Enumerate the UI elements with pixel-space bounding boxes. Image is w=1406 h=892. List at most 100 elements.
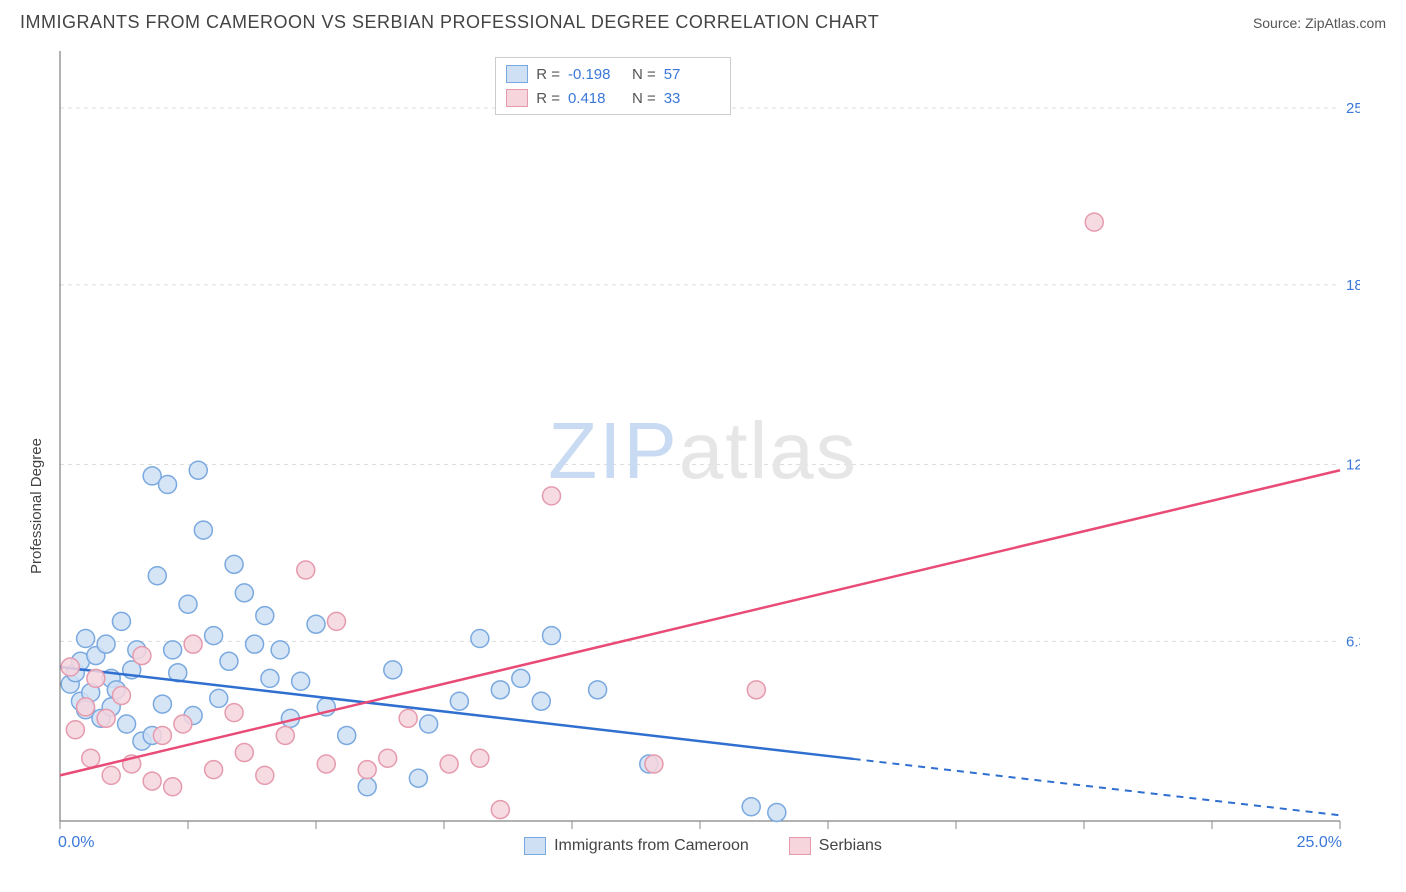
data-point-serbians [1085, 213, 1103, 231]
data-point-serbians [399, 709, 417, 727]
data-point-serbians [297, 561, 315, 579]
data-point-serbians [256, 766, 274, 784]
data-point-cameroon [235, 584, 253, 602]
source-prefix: Source: [1253, 15, 1305, 31]
n-value-serbians: 33 [664, 90, 720, 107]
data-point-cameroon [220, 652, 238, 670]
data-point-cameroon [179, 595, 197, 613]
r-value-serbians: 0.418 [568, 90, 624, 107]
r-value-cameroon: -0.198 [568, 66, 624, 83]
data-point-serbians [543, 487, 561, 505]
data-point-serbians [66, 721, 84, 739]
data-point-cameroon [292, 672, 310, 690]
data-point-cameroon [153, 695, 171, 713]
data-point-serbians [184, 635, 202, 653]
legend-swatch-serbians [506, 89, 528, 107]
data-point-serbians [82, 749, 100, 767]
data-point-cameroon [532, 692, 550, 710]
data-point-cameroon [77, 629, 95, 647]
data-point-cameroon [205, 627, 223, 645]
stats-legend-row-serbians: R = 0.418 N = 33 [506, 86, 720, 110]
data-point-serbians [61, 658, 79, 676]
n-label: N = [632, 90, 656, 107]
data-point-cameroon [189, 461, 207, 479]
data-point-cameroon [471, 629, 489, 647]
r-label: R = [536, 90, 560, 107]
chart-title: IMMIGRANTS FROM CAMEROON VS SERBIAN PROF… [20, 12, 879, 33]
data-point-serbians [164, 778, 182, 796]
y-axis-label: Professional Degree [28, 438, 45, 574]
n-value-cameroon: 57 [664, 66, 720, 83]
data-point-serbians [225, 704, 243, 722]
data-point-cameroon [246, 635, 264, 653]
legend-swatch-serbians [789, 837, 811, 855]
r-label: R = [536, 66, 560, 83]
data-point-serbians [235, 744, 253, 762]
data-point-cameroon [164, 641, 182, 659]
n-label: N = [632, 66, 656, 83]
series-label-serbians: Serbians [819, 837, 882, 855]
data-point-serbians [327, 612, 345, 630]
data-point-serbians [153, 726, 171, 744]
chart-source: Source: ZipAtlas.com [1253, 15, 1386, 31]
data-point-serbians [87, 669, 105, 687]
data-point-serbians [276, 726, 294, 744]
data-point-cameroon [450, 692, 468, 710]
series-legend: Immigrants from Cameroon Serbians [20, 829, 1386, 863]
data-point-serbians [77, 698, 95, 716]
data-point-cameroon [512, 669, 530, 687]
trend-line-dashed-cameroon [854, 759, 1340, 815]
scatter-chart: 6.3%12.5%18.8%25.0%0.0%25.0% [20, 41, 1360, 861]
data-point-serbians [102, 766, 120, 784]
data-point-cameroon [338, 726, 356, 744]
data-point-cameroon [768, 803, 786, 821]
data-point-serbians [143, 772, 161, 790]
data-point-serbians [133, 647, 151, 665]
data-point-cameroon [409, 769, 427, 787]
series-legend-item-serbians: Serbians [789, 829, 882, 863]
data-point-serbians [358, 761, 376, 779]
data-point-serbians [97, 709, 115, 727]
data-point-cameroon [194, 521, 212, 539]
y-tick-label: 18.8% [1346, 277, 1360, 294]
series-legend-item-cameroon: Immigrants from Cameroon [524, 829, 749, 863]
data-point-cameroon [210, 689, 228, 707]
y-tick-label: 25.0% [1346, 100, 1360, 117]
chart-header: IMMIGRANTS FROM CAMEROON VS SERBIAN PROF… [0, 0, 1406, 33]
data-point-cameroon [491, 681, 509, 699]
source-name: ZipAtlas.com [1305, 15, 1386, 31]
trend-line-serbians [60, 470, 1340, 775]
data-point-cameroon [159, 475, 177, 493]
data-point-cameroon [118, 715, 136, 733]
data-point-cameroon [271, 641, 289, 659]
y-tick-label: 12.5% [1346, 457, 1360, 474]
chart-container: ZIPatlas 6.3%12.5%18.8%25.0%0.0%25.0% Pr… [20, 41, 1386, 861]
data-point-serbians [440, 755, 458, 773]
y-tick-label: 6.3% [1346, 633, 1360, 650]
legend-swatch-cameroon [524, 837, 546, 855]
data-point-serbians [379, 749, 397, 767]
data-point-cameroon [420, 715, 438, 733]
legend-swatch-cameroon [506, 65, 528, 83]
data-point-serbians [747, 681, 765, 699]
data-point-serbians [645, 755, 663, 773]
data-point-serbians [317, 755, 335, 773]
data-point-serbians [112, 687, 130, 705]
data-point-cameroon [112, 612, 130, 630]
data-point-cameroon [384, 661, 402, 679]
data-point-serbians [205, 761, 223, 779]
data-point-cameroon [589, 681, 607, 699]
data-point-cameroon [225, 555, 243, 573]
stats-legend-row-cameroon: R = -0.198 N = 57 [506, 62, 720, 86]
data-point-cameroon [261, 669, 279, 687]
data-point-serbians [471, 749, 489, 767]
data-point-cameroon [742, 798, 760, 816]
data-point-cameroon [148, 567, 166, 585]
data-point-serbians [491, 801, 509, 819]
data-point-cameroon [543, 627, 561, 645]
series-label-cameroon: Immigrants from Cameroon [554, 837, 749, 855]
data-point-cameroon [256, 607, 274, 625]
data-point-cameroon [97, 635, 115, 653]
data-point-cameroon [358, 778, 376, 796]
data-point-serbians [174, 715, 192, 733]
